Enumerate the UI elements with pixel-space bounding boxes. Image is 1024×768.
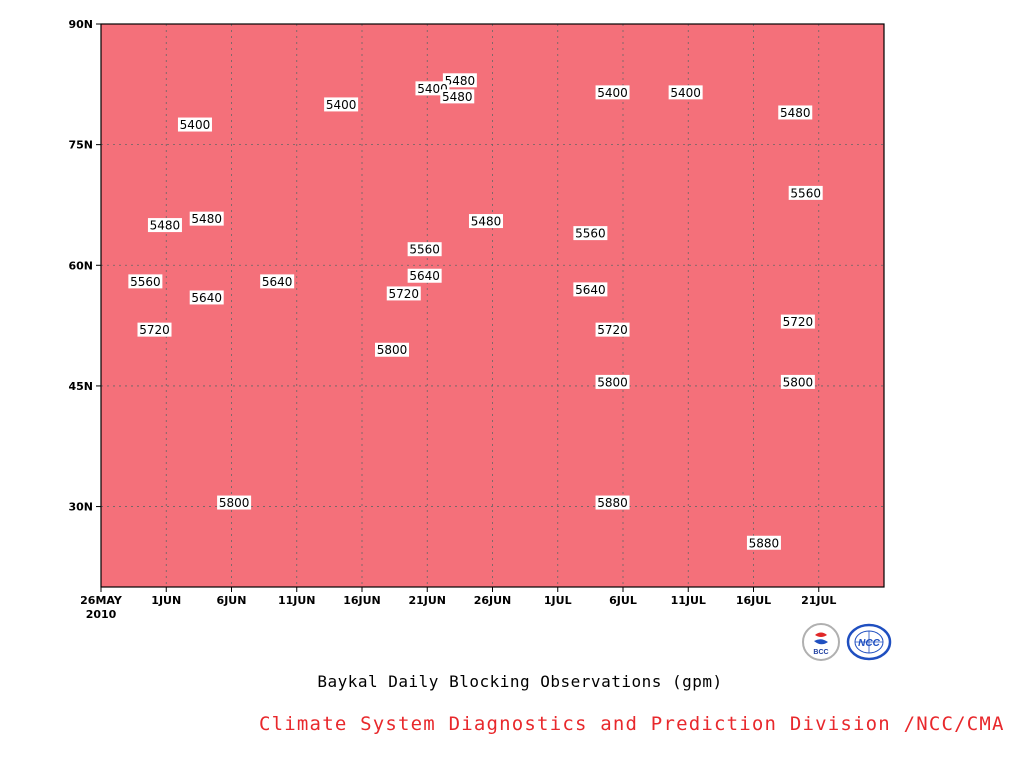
contour-label-bg-21	[595, 322, 630, 337]
x-tick-label-5: 21JUN	[408, 594, 446, 607]
contour-label-bg-1	[324, 97, 359, 112]
x-tick-label-2: 6JUN	[217, 594, 247, 607]
contour-label-bg-15	[788, 185, 823, 200]
x-tick-label-8: 6JUL	[609, 594, 637, 607]
contour-label-10: 5560	[409, 243, 440, 257]
chart-caption: Baykal Daily Blocking Observations (gpm)	[317, 672, 723, 691]
y-tick-label-4: 90N	[68, 18, 93, 31]
contour-label-0: 5400	[180, 118, 211, 132]
contour-label-19: 5720	[388, 287, 419, 301]
x-tick-label-9: 11JUL	[671, 594, 706, 607]
x-tick-label-4: 16JUN	[343, 594, 381, 607]
contour-label-bg-8	[778, 105, 813, 120]
contour-label-bg-18	[573, 282, 608, 297]
x-tick-label-7: 1JUL	[544, 594, 572, 607]
ncc-logo: NCC	[846, 623, 892, 661]
contour-label-25: 5800	[783, 375, 814, 389]
contour-label-5: 5480	[442, 90, 473, 104]
contour-label-12: 5480	[191, 212, 222, 226]
ncc-logo-text: NCC	[858, 638, 880, 649]
contour-label-bg-6	[147, 218, 182, 233]
contour-label-bg-0	[177, 117, 212, 132]
contour-label-6: 5480	[150, 219, 181, 233]
y-tick-label-1: 45N	[68, 380, 93, 393]
contour-label-8: 5480	[780, 106, 811, 120]
contour-label-bg-9	[468, 214, 503, 229]
x-tick-label-3: 11JUN	[278, 594, 316, 607]
x-year-label: 2010	[86, 608, 117, 621]
contour-label-bg-7	[668, 85, 703, 100]
contour-label-13: 5560	[130, 275, 161, 289]
contour-label-22: 5720	[783, 315, 814, 329]
credit-line: Climate System Diagnostics and Predictio…	[259, 713, 1005, 735]
x-tick-label-1: 1JUN	[151, 594, 181, 607]
contour-label-20: 5720	[139, 323, 170, 337]
contour-label-bg-5	[440, 89, 475, 104]
contour-label-bg-13	[128, 274, 163, 289]
contour-label-15: 5560	[790, 186, 821, 200]
grid-lines	[101, 24, 884, 587]
contour-label-16: 5640	[409, 269, 440, 283]
bcc-logo-text: BCC	[813, 649, 828, 656]
contour-label-7: 5400	[670, 86, 701, 100]
contour-label-21: 5720	[597, 323, 628, 337]
contour-label-bg-28	[746, 535, 781, 550]
contour-label-9: 5480	[471, 215, 502, 229]
contour-label-1: 5400	[326, 98, 357, 112]
contour-label-bg-23	[375, 342, 410, 357]
contour-label-23: 5800	[377, 343, 408, 357]
x-tick-label-11: 21JUL	[801, 594, 836, 607]
contour-label-26: 5800	[219, 496, 250, 510]
contour-label-11: 5640	[262, 275, 293, 289]
contour-label-bg-4	[595, 85, 630, 100]
contour-label-24: 5800	[597, 375, 628, 389]
contour-label-18: 5640	[575, 283, 606, 297]
contour-label-4: 5400	[597, 86, 628, 100]
x-tick-label-6: 26JUN	[474, 594, 512, 607]
bcc-logo: BCC	[802, 623, 840, 661]
contour-label-bg-11	[260, 274, 295, 289]
contour-label-14: 5560	[575, 227, 606, 241]
contour-label-bg-17	[189, 290, 224, 305]
contour-label-bg-20	[137, 322, 172, 337]
x-tick-label-0: 26MAY	[80, 594, 123, 607]
contour-label-bg-25	[780, 374, 815, 389]
contour-label-bg-16	[407, 268, 442, 283]
y-tick-label-0: 30N	[68, 501, 93, 514]
contour-label-2: 5480	[445, 74, 476, 88]
contour-label-3: 5400	[417, 82, 448, 96]
contour-label-17: 5640	[191, 291, 222, 305]
contour-label-bg-12	[189, 211, 224, 226]
contour-label-bg-24	[595, 374, 630, 389]
x-tick-label-10: 16JUL	[736, 594, 771, 607]
contour-label-28: 5880	[749, 536, 780, 550]
contour-label-bg-26	[217, 495, 252, 510]
contour-label-bg-14	[573, 226, 608, 241]
contour-label-bg-2	[442, 73, 477, 88]
contour-label-bg-10	[407, 242, 442, 257]
contour-label-bg-22	[780, 314, 815, 329]
y-tick-label-2: 60N	[68, 259, 93, 272]
contour-label-bg-27	[595, 495, 630, 510]
contour-label-27: 5880	[597, 496, 628, 510]
y-tick-label-3: 75N	[68, 139, 93, 152]
contour-label-bg-19	[386, 286, 421, 301]
